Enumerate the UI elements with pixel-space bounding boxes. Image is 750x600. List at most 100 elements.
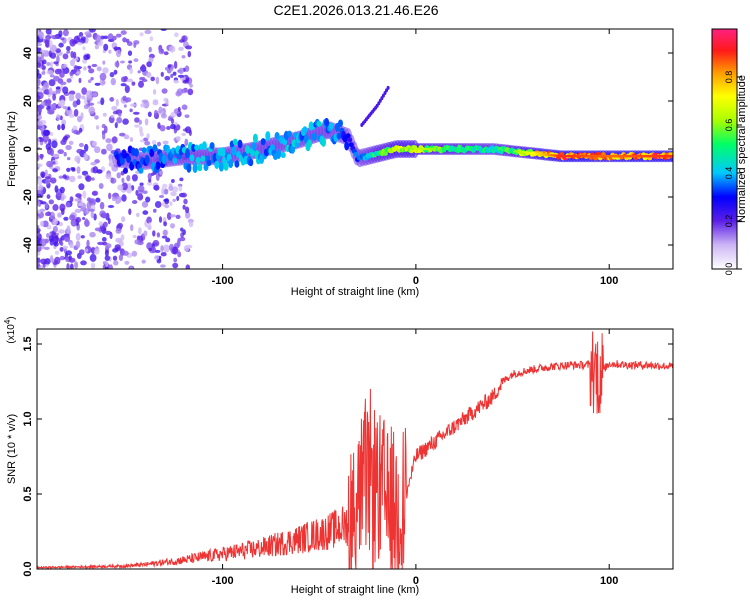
spectrogram-noise-speck xyxy=(68,90,76,95)
spectrogram-noise-speck xyxy=(68,140,74,145)
spectrogram-noise-speck xyxy=(37,78,41,87)
spectrogram-ridge-mark xyxy=(186,163,192,173)
spectrogram-noise-speck xyxy=(137,70,141,74)
spectrogram-noise-speck xyxy=(167,69,172,74)
spectrogram-noise-speck xyxy=(69,242,74,249)
spectrogram-noise-speck xyxy=(47,98,51,107)
spectrogram-noise-speck xyxy=(162,140,169,145)
spectrogram-noise-speck xyxy=(80,36,86,41)
spectrogram-noise-speck xyxy=(126,78,133,83)
spectrogram-noise-speck xyxy=(182,79,189,84)
spectrogram-noise-speck xyxy=(82,217,86,220)
spectrogram-noise-speck xyxy=(98,221,104,227)
spectrogram-noise-speck xyxy=(157,122,161,129)
spectrogram-noise-speck xyxy=(137,185,145,193)
spectrogram-noise-speck xyxy=(139,182,144,186)
spectrogram-noise-speck xyxy=(173,60,178,69)
spectrogram-noise-speck xyxy=(37,177,43,186)
spectrogram-noise-speck xyxy=(100,97,105,106)
spectrogram-noise-speck xyxy=(49,132,54,136)
spectrogram-noise-speck xyxy=(126,175,131,182)
spectrogram-noise-speck xyxy=(180,192,187,198)
spectrogram-noise-speck xyxy=(120,60,125,64)
spectrogram-noise-speck xyxy=(66,225,71,234)
spectrogram-noise-speck xyxy=(132,200,138,204)
spectrogram-noise-speck xyxy=(184,138,189,147)
spectrogram-noise-speck xyxy=(63,216,69,221)
spectrogram-noise-speck xyxy=(101,80,106,85)
spectrogram-noise-speck xyxy=(77,42,83,46)
spectrogram-noise-speck xyxy=(80,112,84,120)
spectrogram-noise-speck xyxy=(96,66,102,72)
spectrogram-noise-speck xyxy=(45,178,50,185)
spectrogram-noise-speck xyxy=(179,177,184,182)
spectrogram-ridge-mark xyxy=(231,146,237,156)
spectrogram-noise-speck xyxy=(62,106,68,110)
spectrogram-noise-speck xyxy=(163,244,170,253)
colorbar: 0.0 0.2 0.4 0.6 0.8 Normalized spectral ampl… xyxy=(711,28,748,275)
spectrogram-noise-speck xyxy=(45,143,52,151)
spectrogram-noise-speck xyxy=(76,99,81,106)
spectrogram-noise-speck xyxy=(125,97,132,103)
spectrogram-noise-speck xyxy=(100,166,106,172)
spectrogram-noise-speck xyxy=(46,160,54,168)
spectrogram-noise-speck xyxy=(99,201,105,210)
spectrogram-noise-speck xyxy=(82,46,86,51)
spectrogram-noise-speck xyxy=(114,122,118,129)
spectrogram-noise-speck xyxy=(90,161,97,166)
spectrogram-noise-speck xyxy=(119,132,126,137)
spectrogram-noise-speck xyxy=(69,39,76,47)
spectrogram-noise-speck xyxy=(144,140,151,146)
spectrogram-ridge-mark xyxy=(270,144,275,152)
spectrogram-noise-speck xyxy=(144,118,149,126)
spectrogram-noise-speck xyxy=(161,187,165,196)
spectrogram-noise-speck xyxy=(48,235,54,242)
spectrogram-noise-speck xyxy=(109,72,115,78)
spectrogram-noise-speck xyxy=(106,143,113,152)
spectrogram-noise-speck xyxy=(148,46,152,53)
spectrogram-ridge-mark xyxy=(248,158,254,167)
spectrogram-y-tick-label: 0 xyxy=(22,146,34,152)
spectrogram-noise-speck xyxy=(118,240,124,247)
spectrogram-noise-speck xyxy=(40,238,47,247)
spectrogram-noise-speck xyxy=(173,79,180,84)
spectrogram-noise-speck xyxy=(75,233,81,241)
spectrogram-noise-speck xyxy=(66,78,72,83)
spectrogram-noise-speck xyxy=(60,37,65,41)
spectrogram-noise-speck xyxy=(42,129,50,137)
spectrogram-noise-speck xyxy=(120,30,127,35)
spectrogram-noise-speck xyxy=(52,161,56,165)
spectrogram-noise-speck xyxy=(120,83,127,87)
spectrogram-noise-speck xyxy=(135,189,139,196)
spectrogram-noise-speck xyxy=(116,33,122,38)
spectrogram-noise-speck xyxy=(37,225,40,229)
spectrogram-noise-speck xyxy=(166,126,171,130)
spectrogram-noise-speck xyxy=(143,230,148,237)
spectrogram-noise-speck xyxy=(178,46,184,51)
spectrogram-y-axis: -40 -20 0 20 40 xyxy=(22,47,673,253)
spectrogram-x-label: Height of straight line (km) xyxy=(291,286,419,298)
spectrogram-noise-speck xyxy=(37,115,43,120)
spectrogram-ridge-mark xyxy=(172,157,178,164)
snr-scale-label: (x104) xyxy=(3,316,17,343)
spectrogram-noise-speck xyxy=(107,33,114,41)
spectrogram-ridge-mark xyxy=(197,163,203,172)
spectrogram-noise-speck xyxy=(154,255,160,261)
spectrogram-noise-speck xyxy=(77,202,83,207)
spectrogram-y-tick-label: -40 xyxy=(22,237,34,253)
spectrogram-noise-speck xyxy=(37,209,41,214)
spectrogram-noise-speck xyxy=(146,216,152,224)
spectrogram-ridge-mark xyxy=(265,131,271,141)
spectrogram-ridge-mark xyxy=(234,160,240,168)
spectrogram-noise-speck xyxy=(38,31,45,40)
spectrogram-noise-speck xyxy=(167,64,172,68)
colorbar-tick-label: 0.6 xyxy=(724,119,734,132)
spectrogram-noise-speck xyxy=(93,213,97,221)
spectrogram-noise-speck xyxy=(122,118,129,125)
spectrogram-noise-speck xyxy=(75,240,81,249)
spectrogram-noise-speck xyxy=(65,250,73,256)
spectrogram-ridge-mark xyxy=(302,126,308,134)
spectrogram-y-tick-label: 40 xyxy=(22,47,34,59)
spectrogram-ridge-mark xyxy=(276,149,282,159)
spectrogram-noise-speck xyxy=(169,45,176,53)
